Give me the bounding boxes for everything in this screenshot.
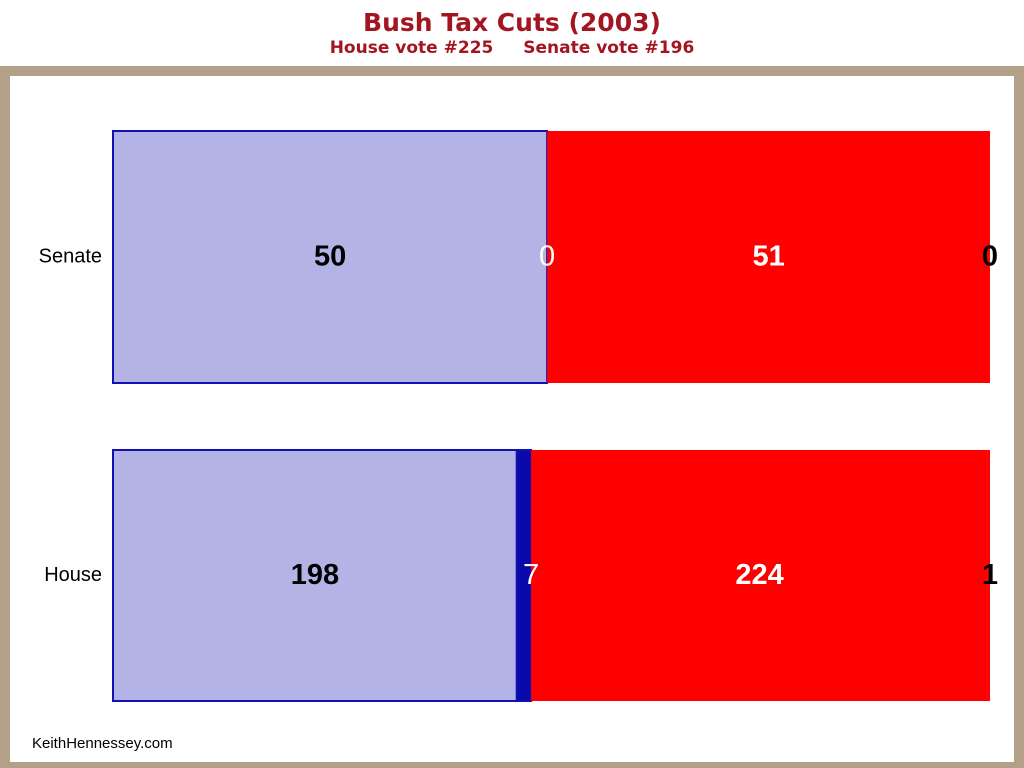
bar-senate-dem-yes	[112, 130, 549, 384]
bar-house-dem-yes	[112, 449, 518, 702]
category-label-house: House	[44, 564, 102, 586]
chart-title: Bush Tax Cuts (2003)	[363, 8, 661, 37]
value-label-house-rep-no: 1	[982, 559, 998, 591]
value-label-house-dem-yes: 198	[291, 559, 339, 591]
category-label-senate: Senate	[39, 245, 102, 267]
senate-vote-label: Senate vote #196	[523, 38, 695, 58]
value-label-house-dem-no: 7	[523, 559, 539, 591]
chart-subtitle: House vote #225 Senate vote #196	[0, 38, 1024, 58]
value-label-senate-dem-no: 0	[539, 241, 555, 273]
value-label-senate-rep-no: 0	[982, 241, 998, 273]
site-credit: KeithHennessey.com	[32, 735, 173, 752]
bar-house-rep-no	[987, 450, 990, 701]
value-label-senate-rep-yes: 51	[752, 241, 784, 273]
value-label-house-rep-yes: 224	[735, 559, 783, 591]
bar-house-rep-yes	[531, 450, 988, 701]
bar-senate-rep-yes	[547, 131, 990, 383]
bar-house-dem-no	[515, 449, 533, 702]
value-label-senate-dem-yes: 50	[314, 241, 346, 273]
house-vote-label: House vote #225	[329, 38, 494, 58]
